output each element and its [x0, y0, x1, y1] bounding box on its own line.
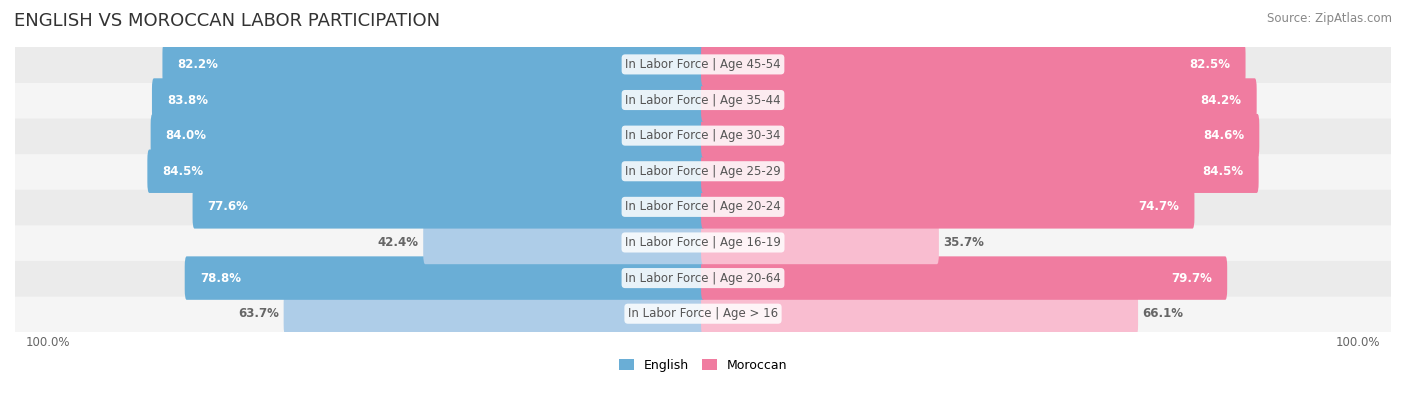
FancyBboxPatch shape: [15, 188, 1391, 226]
Text: 82.2%: 82.2%: [177, 58, 218, 71]
FancyBboxPatch shape: [152, 78, 704, 122]
FancyBboxPatch shape: [702, 150, 1258, 193]
FancyBboxPatch shape: [15, 117, 1391, 154]
Text: ENGLISH VS MOROCCAN LABOR PARTICIPATION: ENGLISH VS MOROCCAN LABOR PARTICIPATION: [14, 12, 440, 30]
FancyBboxPatch shape: [184, 256, 704, 300]
FancyBboxPatch shape: [193, 185, 704, 229]
FancyBboxPatch shape: [15, 295, 1391, 332]
Text: Source: ZipAtlas.com: Source: ZipAtlas.com: [1267, 12, 1392, 25]
Text: In Labor Force | Age 30-34: In Labor Force | Age 30-34: [626, 129, 780, 142]
Text: In Labor Force | Age 35-44: In Labor Force | Age 35-44: [626, 94, 780, 107]
FancyBboxPatch shape: [148, 150, 704, 193]
FancyBboxPatch shape: [15, 81, 1391, 118]
FancyBboxPatch shape: [702, 78, 1257, 122]
Legend: English, Moroccan: English, Moroccan: [614, 354, 792, 376]
Text: In Labor Force | Age 20-64: In Labor Force | Age 20-64: [626, 272, 780, 284]
FancyBboxPatch shape: [702, 185, 1195, 229]
Text: 83.8%: 83.8%: [167, 94, 208, 107]
FancyBboxPatch shape: [15, 153, 1391, 190]
FancyBboxPatch shape: [15, 224, 1391, 261]
Text: In Labor Force | Age 16-19: In Labor Force | Age 16-19: [626, 236, 780, 249]
Text: 84.6%: 84.6%: [1204, 129, 1244, 142]
Text: 63.7%: 63.7%: [238, 307, 278, 320]
FancyBboxPatch shape: [423, 221, 704, 264]
FancyBboxPatch shape: [702, 256, 1227, 300]
FancyBboxPatch shape: [15, 260, 1391, 297]
Text: 82.5%: 82.5%: [1189, 58, 1230, 71]
FancyBboxPatch shape: [702, 221, 939, 264]
Text: 84.5%: 84.5%: [1202, 165, 1243, 178]
FancyBboxPatch shape: [284, 292, 704, 335]
FancyBboxPatch shape: [702, 292, 1137, 335]
FancyBboxPatch shape: [150, 114, 704, 157]
Text: 77.6%: 77.6%: [208, 200, 249, 213]
Text: 42.4%: 42.4%: [378, 236, 419, 249]
FancyBboxPatch shape: [702, 114, 1260, 157]
Text: In Labor Force | Age 25-29: In Labor Force | Age 25-29: [626, 165, 780, 178]
Text: 79.7%: 79.7%: [1171, 272, 1212, 284]
Text: 84.0%: 84.0%: [166, 129, 207, 142]
FancyBboxPatch shape: [163, 43, 704, 86]
Text: 35.7%: 35.7%: [943, 236, 984, 249]
Text: In Labor Force | Age 20-24: In Labor Force | Age 20-24: [626, 200, 780, 213]
Text: In Labor Force | Age > 16: In Labor Force | Age > 16: [628, 307, 778, 320]
Text: 74.7%: 74.7%: [1139, 200, 1180, 213]
FancyBboxPatch shape: [702, 43, 1246, 86]
Text: In Labor Force | Age 45-54: In Labor Force | Age 45-54: [626, 58, 780, 71]
Text: 84.2%: 84.2%: [1201, 94, 1241, 107]
Text: 84.5%: 84.5%: [163, 165, 204, 178]
Text: 66.1%: 66.1%: [1143, 307, 1184, 320]
FancyBboxPatch shape: [15, 46, 1391, 83]
Text: 78.8%: 78.8%: [200, 272, 240, 284]
